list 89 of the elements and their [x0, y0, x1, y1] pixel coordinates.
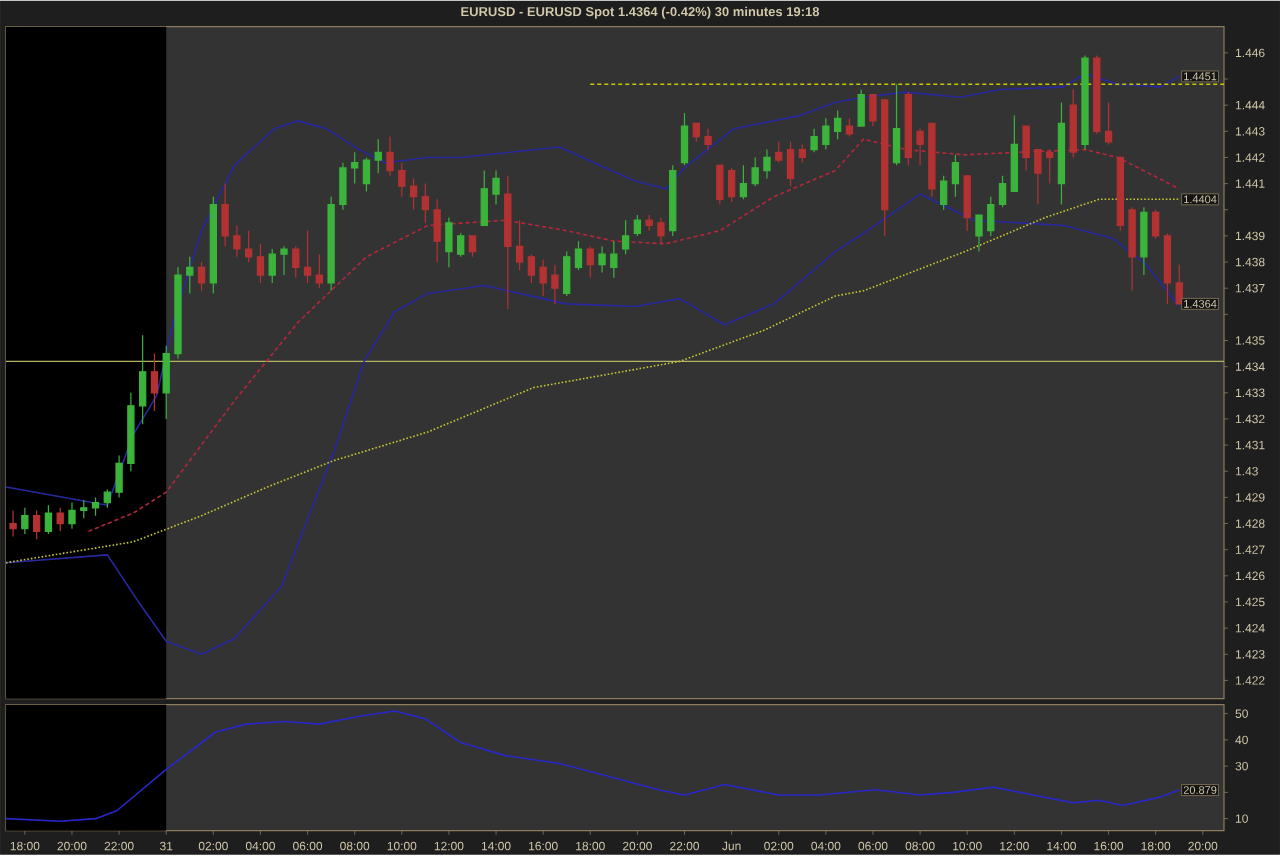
candlestick: [1010, 114, 1018, 192]
candlestick: [9, 509, 17, 537]
candlestick: [987, 195, 995, 237]
candlestick: [150, 352, 159, 412]
candlestick: [80, 498, 88, 519]
candlestick: [845, 117, 854, 137]
candlestick: [468, 234, 477, 257]
candlestick: [551, 263, 559, 305]
candlestick: [398, 161, 406, 197]
candlestick: [975, 213, 983, 252]
candlestick: [822, 117, 830, 150]
candlestick: [292, 245, 300, 278]
candlestick: [951, 153, 960, 197]
candlestick: [280, 245, 288, 276]
candlestick: [763, 148, 771, 179]
candlestick: [386, 135, 394, 176]
candlestick: [374, 138, 382, 174]
candlestick: [680, 111, 689, 166]
candlestick: [716, 164, 724, 205]
candlestick: [362, 156, 371, 192]
candlestick: [1128, 206, 1136, 291]
candlestick: [186, 255, 194, 294]
candlestick: [1081, 54, 1089, 150]
candlestick: [409, 177, 418, 210]
candlestick: [433, 198, 441, 263]
candlestick: [56, 506, 64, 532]
candlestick: [115, 454, 123, 498]
candlestick: [810, 127, 818, 153]
candlestick: [1046, 148, 1054, 184]
candlestick: [303, 229, 312, 284]
candlestick: [256, 242, 265, 284]
candlestick: [574, 240, 583, 271]
candlestick: [233, 224, 241, 257]
candlestick: [162, 344, 170, 420]
candlestick: [1093, 54, 1101, 135]
candlestick: [610, 240, 618, 278]
candlestick: [68, 501, 76, 529]
candlestick: [421, 182, 430, 223]
candlestick: [869, 93, 877, 127]
candlestick: [457, 232, 465, 257]
candlestick: [480, 169, 488, 226]
candlestick: [139, 334, 147, 425]
candlestick: [492, 169, 500, 205]
candlestick: [833, 109, 842, 140]
candlestick: [221, 182, 229, 247]
candlestick: [998, 174, 1007, 208]
candlestick: [751, 156, 759, 187]
candlestick: [586, 245, 594, 278]
candlestick: [445, 216, 453, 268]
candlestick: [963, 174, 971, 231]
candlestick: [209, 195, 217, 294]
candlestick: [775, 140, 783, 163]
candlestick: [1057, 101, 1066, 205]
candlestick: [657, 216, 665, 244]
candlestick: [1152, 208, 1160, 239]
candlestick: [103, 488, 111, 508]
candlestick: [339, 161, 347, 210]
candlestick: [327, 195, 335, 291]
candlestick: [633, 213, 642, 237]
candlestick: [504, 174, 512, 310]
candlestick: [1163, 232, 1172, 305]
candlestick: [527, 253, 536, 284]
candlestick: [704, 127, 712, 150]
candlestick: [1140, 206, 1148, 276]
candlestick: [621, 219, 630, 255]
candlestick: [91, 496, 100, 516]
candlestick: [44, 504, 53, 535]
candlestick: [1104, 101, 1113, 145]
candlestick: [515, 219, 524, 271]
candlestick: [351, 151, 359, 184]
candlestick: [857, 88, 865, 127]
candlestick: [127, 391, 135, 472]
candlestick: [892, 83, 901, 166]
candlestick: [739, 164, 748, 200]
candlestick: [174, 266, 182, 359]
candlestick: [315, 253, 324, 289]
candlestick: [939, 174, 948, 210]
candlestick: [197, 260, 206, 291]
candlestick: [563, 250, 571, 297]
candlestick: [245, 229, 253, 263]
candlestick: [1034, 148, 1042, 205]
candlestick: [539, 258, 547, 297]
candlestick: [21, 506, 29, 535]
candlestick: [32, 509, 41, 540]
candlestick: [645, 213, 653, 231]
candlestick: [798, 143, 806, 163]
candlestick: [598, 245, 606, 273]
candlestick: [692, 122, 700, 142]
candlestick: [268, 247, 276, 284]
